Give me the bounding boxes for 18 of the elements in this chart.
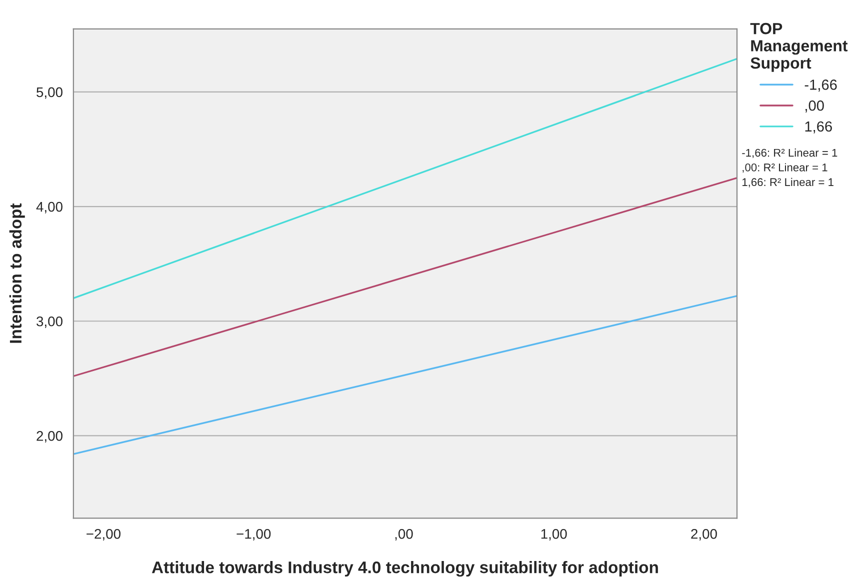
text: ,00: R² Linear = 1 — [742, 163, 828, 173]
text: -1,66: R² Linear = 1 — [742, 148, 838, 158]
x-tick-label: 1,00 — [541, 528, 567, 540]
legend-title: TOP Management Support — [750, 22, 848, 72]
x-tick-label: ,00 — [395, 528, 413, 540]
y-axis-title: Intention to adopt — [9, 203, 25, 343]
y-tick-label: 3,00 — [36, 316, 62, 328]
y-tick-label: 5,00 — [36, 87, 62, 99]
x-tick-label: −2,00 — [86, 528, 120, 540]
x-tick-label: 2,00 — [691, 528, 717, 540]
text: 1,66: R² Linear = 1 — [742, 178, 834, 188]
y-tick-label: 2,00 — [36, 431, 62, 443]
y-tick-label: 4,00 — [36, 202, 62, 214]
legend-label: ,00 — [805, 100, 824, 112]
x-tick-label: −1,00 — [236, 528, 271, 540]
legend-label: 1,66 — [805, 121, 832, 134]
x-axis-title: Attitude towards Industry 4.0 technology suitability for adoption — [152, 561, 658, 577]
legend-label: -1,66 — [804, 80, 837, 92]
